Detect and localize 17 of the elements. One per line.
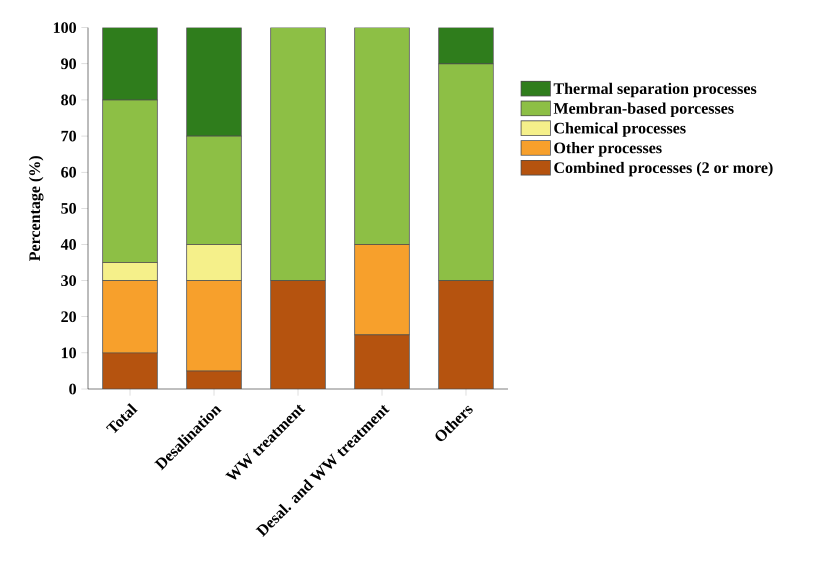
y-tick-label: 60 — [61, 166, 76, 178]
legend-label: Other processes — [554, 142, 662, 157]
y-tick-label: 20 — [61, 311, 76, 322]
legend-label: Membran-based porcesses — [554, 102, 734, 118]
y-tick-label: 0 — [69, 384, 76, 394]
y-tick-label: 10 — [62, 347, 76, 358]
y-tick-label: 70 — [62, 130, 76, 142]
legend-label: Combined processes (2 or more) — [554, 162, 773, 176]
y-tick-label: 80 — [61, 94, 76, 106]
legend-label: Thermal separation processes — [554, 82, 756, 98]
y-tick-label: 90 — [61, 58, 76, 70]
y-tick-label: 100 — [54, 22, 76, 34]
y-axis-title: Percentage (%) — [28, 156, 44, 261]
y-tick-label: 50 — [61, 202, 76, 214]
y-tick-label: 30 — [61, 275, 76, 286]
y-tick-label: 40 — [60, 239, 76, 250]
legend-label: Chemical processes — [554, 122, 686, 137]
